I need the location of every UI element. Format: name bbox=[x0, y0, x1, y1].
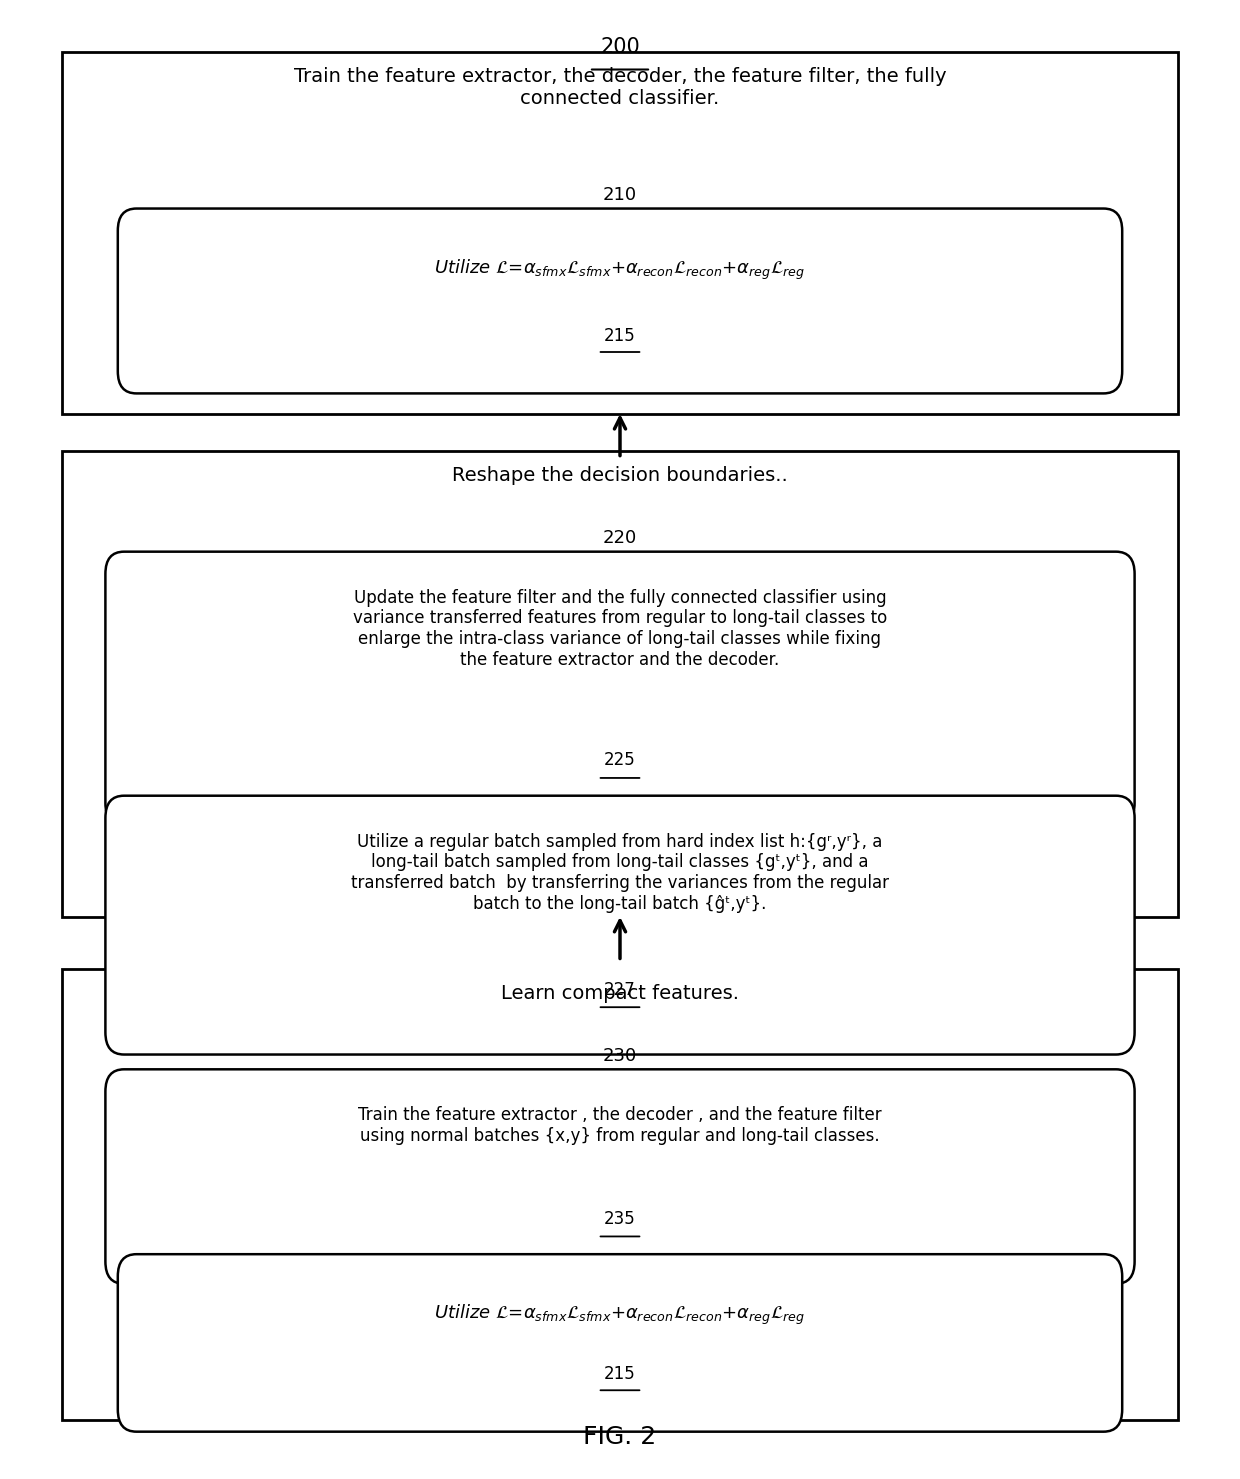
Text: 215: 215 bbox=[604, 327, 636, 345]
FancyBboxPatch shape bbox=[105, 796, 1135, 1055]
Text: 227: 227 bbox=[604, 981, 636, 998]
Text: Update the feature filter and the fully connected classifier using
variance tran: Update the feature filter and the fully … bbox=[353, 589, 887, 669]
Text: 200: 200 bbox=[600, 37, 640, 58]
FancyBboxPatch shape bbox=[62, 969, 1178, 1420]
Text: Utilize $\mathcal{L}$=$\alpha_{sfmx}$$\mathcal{L}_{sfmx}$+$\alpha_{recon}$$\math: Utilize $\mathcal{L}$=$\alpha_{sfmx}$$\m… bbox=[434, 257, 806, 281]
FancyBboxPatch shape bbox=[105, 1069, 1135, 1284]
FancyBboxPatch shape bbox=[62, 451, 1178, 917]
FancyBboxPatch shape bbox=[118, 1254, 1122, 1432]
Text: Reshape the decision boundaries..: Reshape the decision boundaries.. bbox=[453, 466, 787, 485]
Text: 210: 210 bbox=[603, 186, 637, 204]
Text: 230: 230 bbox=[603, 1047, 637, 1065]
Text: FIG. 2: FIG. 2 bbox=[583, 1426, 657, 1449]
Text: Utilize $\mathcal{L}$=$\alpha_{sfmx}$$\mathcal{L}_{sfmx}$+$\alpha_{recon}$$\math: Utilize $\mathcal{L}$=$\alpha_{sfmx}$$\m… bbox=[434, 1303, 806, 1327]
Text: 225: 225 bbox=[604, 751, 636, 769]
Text: 220: 220 bbox=[603, 529, 637, 547]
FancyBboxPatch shape bbox=[62, 52, 1178, 414]
Text: Utilize a regular batch sampled from hard index list h:{gʳ,yʳ}, a
long-tail batc: Utilize a regular batch sampled from har… bbox=[351, 833, 889, 913]
Text: 215: 215 bbox=[604, 1365, 636, 1383]
Text: Train the feature extractor , the decoder , and the feature filter
using normal : Train the feature extractor , the decode… bbox=[358, 1106, 882, 1145]
Text: 235: 235 bbox=[604, 1210, 636, 1228]
FancyBboxPatch shape bbox=[118, 209, 1122, 393]
Text: Learn compact features.: Learn compact features. bbox=[501, 984, 739, 1003]
FancyBboxPatch shape bbox=[105, 552, 1135, 825]
Text: Train the feature extractor, the decoder, the feature filter, the fully
connecte: Train the feature extractor, the decoder… bbox=[294, 67, 946, 108]
